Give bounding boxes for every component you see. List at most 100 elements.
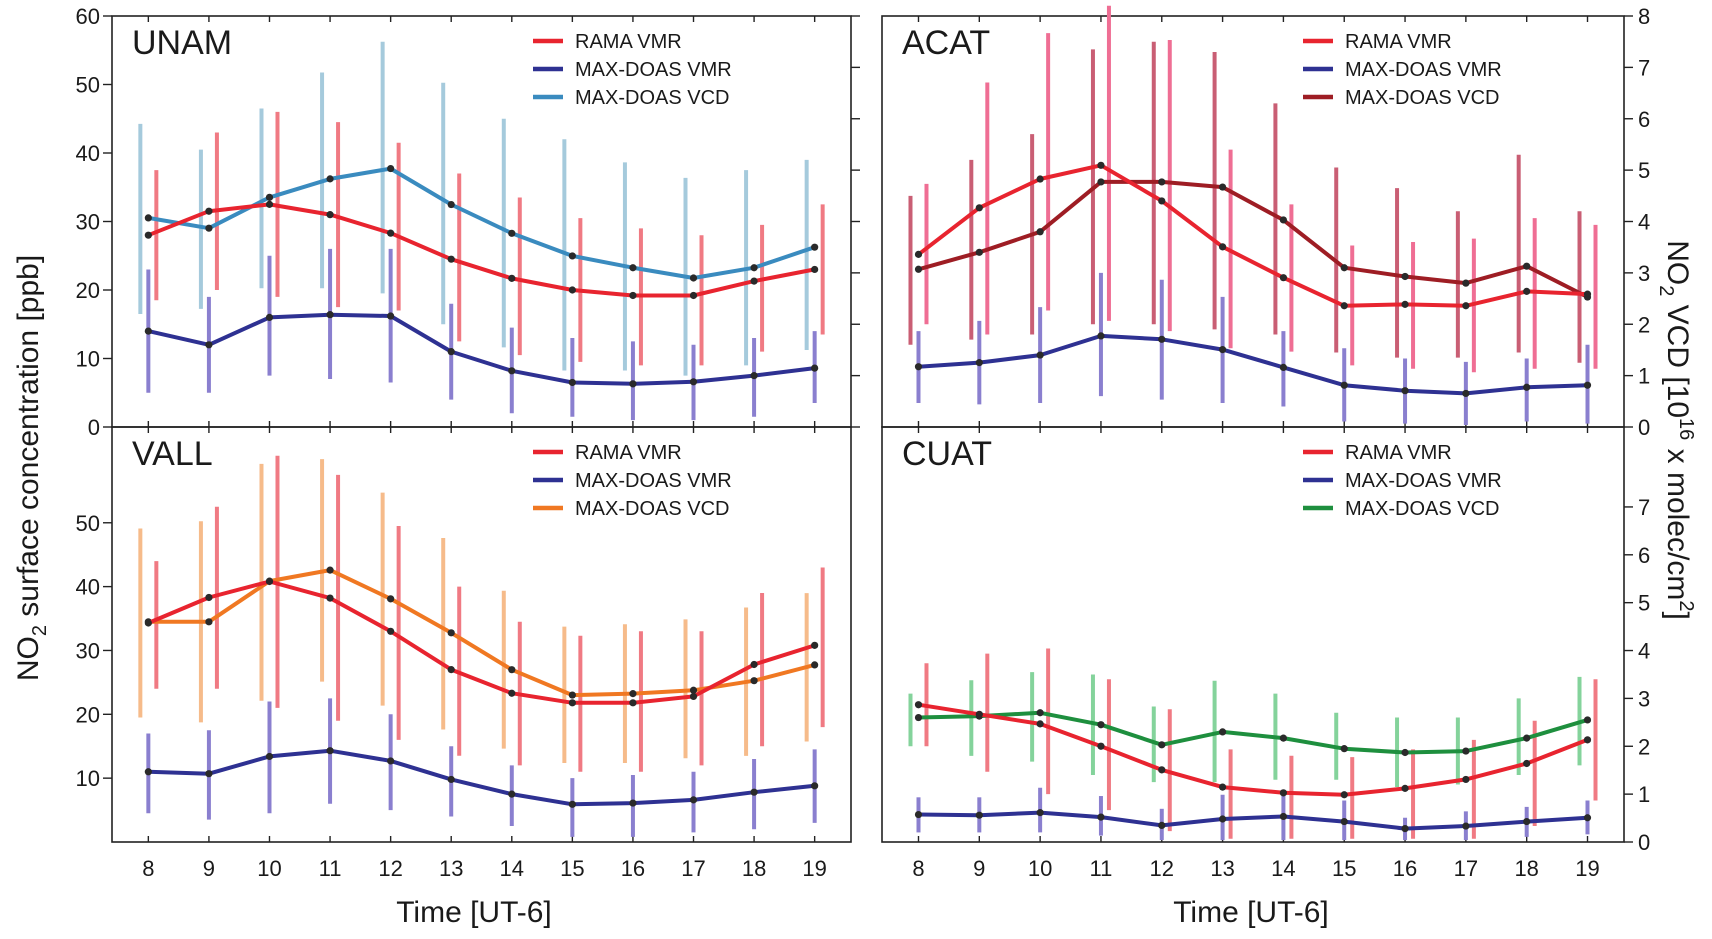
data-point: [1158, 766, 1166, 774]
data-point: [689, 796, 698, 804]
data-point: [1158, 178, 1166, 186]
data-point: [750, 788, 758, 796]
x-tick-label: 8: [912, 856, 924, 881]
legend-label: MAX-DOAS VMR: [575, 59, 732, 81]
data-point: [811, 661, 819, 669]
data-point: [1462, 747, 1470, 755]
data-point: [508, 790, 516, 798]
legend-label: RAMA VMR: [1345, 442, 1452, 464]
data-point: [447, 666, 455, 674]
data-point: [447, 629, 455, 637]
data-point: [1523, 262, 1531, 270]
data-point: [1523, 383, 1531, 391]
data-point: [1401, 272, 1409, 281]
y2-tick-label: 4: [1638, 210, 1650, 235]
data-point: [326, 594, 334, 602]
data-point: [1401, 300, 1409, 308]
legend-label: MAX-DOAS VCD: [1345, 87, 1499, 109]
data-point: [144, 231, 152, 239]
data-point: [1401, 784, 1409, 792]
legend-label: RAMA VMR: [575, 442, 682, 464]
y-tick-label: 0: [88, 415, 100, 440]
data-point: [326, 311, 334, 319]
data-point: [1097, 721, 1105, 729]
data-point: [1097, 161, 1105, 169]
y-tick-label: 30: [76, 638, 100, 663]
data-point: [629, 264, 637, 272]
data-point: [265, 577, 274, 586]
data-point: [144, 619, 152, 627]
data-point: [1158, 197, 1166, 205]
y2-tick-label: 4: [1638, 639, 1650, 664]
data-point: [1279, 789, 1288, 797]
data-point: [447, 255, 455, 263]
data-point: [1218, 345, 1227, 354]
data-point: [1218, 783, 1227, 791]
legend-label: RAMA VMR: [575, 31, 682, 53]
data-point: [811, 364, 819, 372]
y2-tick-label: 0: [1638, 415, 1650, 440]
data-point: [387, 627, 395, 635]
data-point: [1218, 183, 1227, 191]
data-point: [326, 747, 334, 755]
data-point: [750, 677, 758, 685]
data-point: [1036, 175, 1044, 183]
panel-title: ACAT: [902, 24, 990, 62]
series-line: [916, 710, 1590, 755]
data-point: [629, 380, 637, 388]
x-tick-label: 18: [742, 856, 766, 881]
x-tick-label: 15: [560, 856, 584, 881]
data-point: [629, 699, 637, 707]
data-point: [508, 689, 516, 697]
x-tick-label: 17: [1454, 856, 1478, 881]
data-point: [568, 286, 576, 294]
data-point: [1523, 759, 1531, 768]
data-point: [914, 713, 923, 722]
data-point: [205, 224, 213, 232]
data-point: [568, 378, 576, 387]
x-tick-label: 8: [142, 856, 154, 881]
data-point: [1340, 791, 1348, 799]
x-axis-title-right: Time [UT-6]: [1173, 896, 1329, 929]
data-point: [205, 341, 213, 349]
data-point: [689, 686, 698, 694]
y2-tick-label: 1: [1638, 364, 1650, 389]
data-point: [568, 699, 576, 707]
right-axis-title: NO2 VCD [1016 x molec/cm2]: [1655, 240, 1697, 620]
data-point: [1523, 287, 1531, 295]
data-point: [914, 701, 923, 709]
legend-label: MAX-DOAS VCD: [1345, 498, 1499, 520]
data-point: [508, 367, 516, 375]
x-tick-label: 12: [1150, 856, 1174, 881]
data-point: [914, 250, 923, 258]
data-point: [914, 265, 923, 273]
series-line: [916, 810, 1590, 831]
x-tick-label: 11: [319, 856, 342, 881]
legend-label: RAMA VMR: [1345, 31, 1452, 53]
data-point: [568, 252, 576, 260]
data-point: [1462, 389, 1470, 398]
legend-label: MAX-DOAS VCD: [575, 498, 729, 520]
y-tick-label: 50: [76, 511, 100, 536]
x-tick-label: 9: [973, 856, 985, 881]
y2-tick-label: 1: [1638, 782, 1650, 807]
series-line: [916, 702, 1590, 797]
data-point: [387, 164, 395, 173]
data-point: [205, 207, 213, 215]
data-point: [144, 214, 152, 222]
data-point: [975, 359, 983, 367]
data-point: [568, 691, 576, 699]
data-point: [144, 327, 152, 335]
data-point: [914, 363, 923, 371]
data-point: [1279, 274, 1288, 282]
data-point: [1583, 736, 1592, 744]
data-point: [1583, 814, 1592, 822]
y2-tick-label: 3: [1638, 261, 1650, 286]
data-point: [265, 193, 274, 201]
x-tick-label: 11: [1090, 856, 1113, 881]
data-point: [629, 799, 637, 807]
data-point: [750, 264, 758, 272]
panel-title: VALL: [132, 435, 213, 473]
y2-tick-label: 2: [1638, 734, 1650, 759]
